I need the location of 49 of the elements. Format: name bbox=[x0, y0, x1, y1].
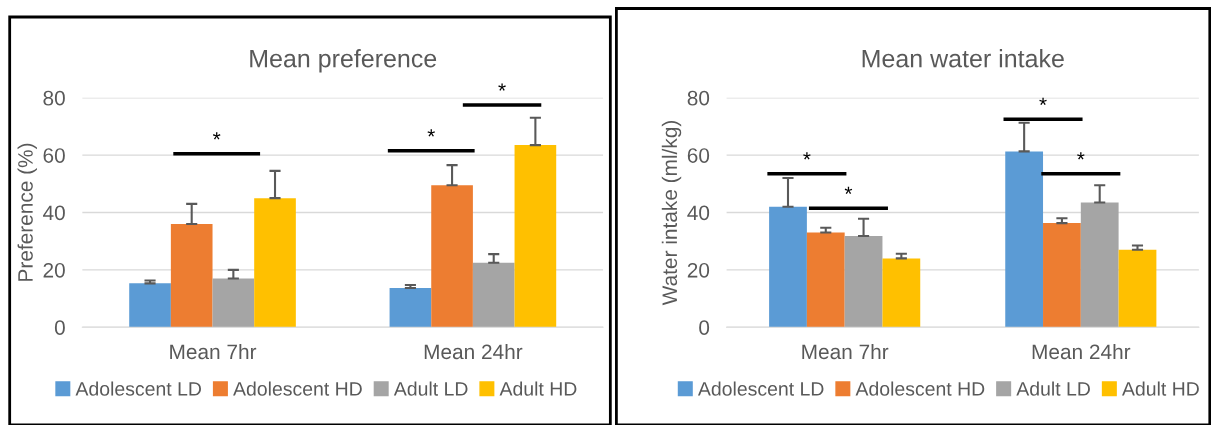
legend-label: Adult LD bbox=[1016, 381, 1090, 396]
bar bbox=[254, 198, 296, 328]
bar bbox=[1080, 202, 1119, 328]
chart-title: Mean water intake bbox=[862, 49, 1064, 68]
legend-label: Adolescent HD bbox=[855, 381, 985, 396]
bar bbox=[844, 236, 883, 328]
y-tick-label: 20 bbox=[687, 262, 710, 278]
legend-label: Adult HD bbox=[499, 381, 577, 396]
legend-label: Adolescent LD bbox=[75, 381, 201, 396]
chart-title: Mean preference bbox=[250, 49, 437, 73]
y-tick-label: 40 bbox=[42, 205, 65, 221]
y-tick-label: 0 bbox=[54, 320, 65, 335]
x-tick-label: Mean 24hr bbox=[424, 343, 523, 360]
annotation: * bbox=[1039, 97, 1047, 106]
y-tick-label: 0 bbox=[699, 320, 710, 335]
legend-label: Adult HD bbox=[1122, 381, 1199, 396]
x-tick-label: Mean 24hr bbox=[1032, 343, 1131, 360]
text: Adolescent LD bbox=[697, 381, 824, 396]
bar bbox=[212, 278, 255, 328]
annotation: * bbox=[1077, 152, 1085, 160]
bar bbox=[389, 287, 432, 328]
bar bbox=[806, 232, 845, 328]
bar bbox=[1118, 249, 1157, 328]
y-tick-label: 80 bbox=[43, 90, 65, 106]
y-tick-label: 20 bbox=[43, 262, 65, 278]
bar bbox=[769, 206, 807, 328]
legend-label: Adolescent HD bbox=[233, 381, 362, 396]
bar bbox=[170, 223, 213, 328]
bar bbox=[514, 145, 557, 328]
y-axis-title: Preference (%) bbox=[17, 143, 37, 281]
annotation: * bbox=[844, 186, 853, 194]
bar bbox=[1005, 151, 1044, 328]
y-tick-label: 80 bbox=[687, 90, 710, 106]
y-tick-label: 60 bbox=[43, 148, 65, 163]
annotation: * bbox=[212, 132, 221, 140]
x-tick-label: Mean 7hr bbox=[170, 343, 257, 360]
y-tick-label: 60 bbox=[687, 148, 710, 163]
legend-label: Adult LD bbox=[393, 381, 468, 396]
y-tick-label: 40 bbox=[687, 205, 710, 221]
text: * bbox=[498, 83, 506, 91]
bar bbox=[431, 185, 473, 328]
bar bbox=[882, 258, 921, 328]
y-axis-title: Water intake (ml/kg) bbox=[661, 120, 682, 306]
bar bbox=[1043, 223, 1081, 328]
bar bbox=[472, 262, 515, 328]
x-tick-label: Mean 7hr bbox=[802, 343, 889, 360]
bar bbox=[129, 283, 171, 328]
annotation: * bbox=[427, 129, 435, 137]
annotation: * bbox=[803, 152, 811, 160]
